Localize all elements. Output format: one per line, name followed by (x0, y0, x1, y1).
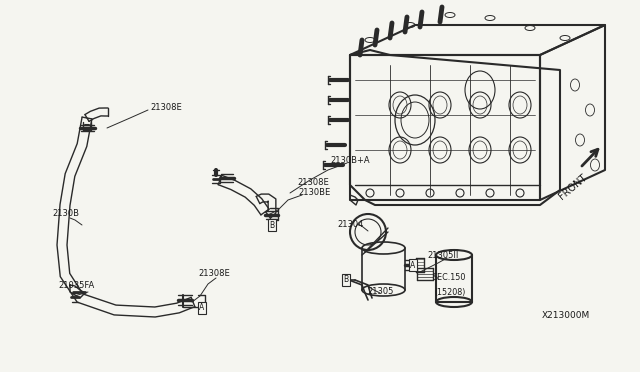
Text: B: B (344, 276, 349, 285)
Text: FRONT: FRONT (557, 172, 589, 201)
Text: 21305: 21305 (367, 288, 394, 296)
Text: 21035FA: 21035FA (58, 282, 94, 291)
Text: 2130B+A: 2130B+A (330, 155, 370, 164)
Text: 21308E: 21308E (150, 103, 182, 112)
Text: A: A (200, 304, 205, 312)
Text: 21304: 21304 (337, 219, 364, 228)
Text: X213000M: X213000M (541, 311, 590, 320)
Text: 2130B: 2130B (52, 208, 79, 218)
Text: (15208): (15208) (434, 288, 465, 296)
Text: 21308E: 21308E (297, 177, 329, 186)
Text: 2130BE: 2130BE (298, 187, 330, 196)
Text: 21308E: 21308E (198, 269, 230, 279)
Text: A: A (410, 260, 415, 269)
Text: B: B (269, 221, 275, 230)
Text: 21305II: 21305II (427, 250, 458, 260)
Text: SEC.150: SEC.150 (433, 273, 467, 282)
